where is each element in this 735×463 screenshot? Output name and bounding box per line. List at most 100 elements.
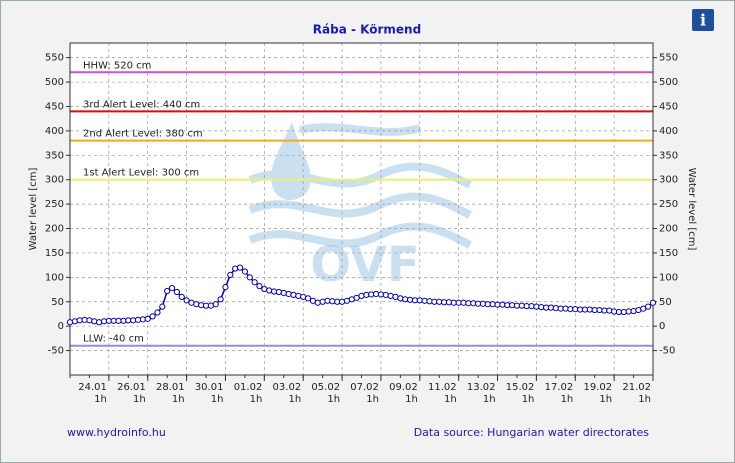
data-point <box>212 301 219 308</box>
data-point <box>290 291 297 299</box>
y-tick-label: 350 <box>45 150 64 161</box>
data-point <box>295 292 302 300</box>
y-tick-label: 50 <box>51 297 64 308</box>
plot-border <box>69 42 654 376</box>
data-point <box>397 295 404 302</box>
data-point <box>96 319 103 326</box>
x-tick-label: 24.01 <box>78 382 107 393</box>
x-tick-label: 1h <box>211 394 224 405</box>
data-point <box>304 295 312 302</box>
x-tick-label: 1h <box>172 394 185 405</box>
data-point <box>217 296 224 303</box>
y2-tick-label: 50 <box>659 297 672 308</box>
data-point <box>232 265 239 272</box>
data-point <box>183 297 190 304</box>
data-point <box>285 290 292 298</box>
footer-link[interactable]: www.hydroinfo.hu <box>67 426 166 439</box>
data-point <box>314 299 321 306</box>
footer-source: Data source: Hungarian water directorate… <box>414 426 650 439</box>
x-tick-label: 1h <box>327 394 340 405</box>
y-tick-label: 0 <box>58 321 64 332</box>
y-axis-label: Water level [cm] <box>28 168 39 251</box>
x-tick-label: 15.02 <box>506 382 535 393</box>
data-point <box>164 287 171 295</box>
data-point <box>173 288 180 296</box>
data-point <box>630 307 637 315</box>
x-tick-label: 1h <box>366 394 379 405</box>
y-tick-label: 500 <box>45 77 64 88</box>
x-tick-label: 1h <box>599 394 612 405</box>
x-tick-label: 07.02 <box>350 382 379 393</box>
x-tick-label: 01.02 <box>234 382 263 393</box>
x-tick-label: 1h <box>522 394 535 405</box>
y-tick-label: 250 <box>45 199 64 210</box>
data-point <box>236 264 244 271</box>
x-tick-label: 05.02 <box>311 382 340 393</box>
data-point <box>275 288 283 296</box>
x-tick-label: 1h <box>94 394 107 405</box>
x-tick-label: 1h <box>405 394 418 405</box>
y2-axis-label: Water level [cm] <box>686 168 697 251</box>
x-tick-label: 1h <box>250 394 263 405</box>
y2-tick-label: 0 <box>659 321 665 332</box>
reference-label: 1st Alert Level: 300 cm <box>83 168 199 179</box>
data-point <box>606 307 613 314</box>
y2-tick-label: 550 <box>659 53 678 64</box>
data-point <box>71 318 78 325</box>
data-point <box>91 318 98 325</box>
info-icon[interactable]: i <box>700 11 706 30</box>
data-point <box>645 303 652 310</box>
data-point <box>193 301 200 308</box>
y2-tick-label: 300 <box>659 175 678 186</box>
data-point <box>266 287 273 294</box>
data-point <box>149 313 156 320</box>
info-button[interactable] <box>692 9 714 31</box>
data-point <box>86 317 93 324</box>
data-point <box>649 299 657 306</box>
y2-tick-label: 350 <box>659 150 678 161</box>
data-point <box>144 315 151 322</box>
data-point <box>241 268 248 275</box>
y2-tick-label: 450 <box>659 101 678 112</box>
x-tick-label: 1h <box>483 394 496 405</box>
x-tick-label: 1h <box>444 394 457 405</box>
x-tick-label: 1h <box>561 394 574 405</box>
data-point <box>246 274 253 281</box>
x-tick-label: 1h <box>288 394 301 405</box>
y-tick-label: 200 <box>45 224 64 235</box>
data-point <box>319 298 326 305</box>
x-tick-label: 21.02 <box>622 382 651 393</box>
y-tick-label: 300 <box>45 175 64 186</box>
y-tick-label: 400 <box>45 126 64 137</box>
reference-label: HHW: 520 cm <box>83 60 151 71</box>
x-tick-label: 13.02 <box>467 382 496 393</box>
data-point <box>154 309 161 316</box>
x-tick-label: 11.02 <box>428 382 457 393</box>
x-tick-label: 17.02 <box>545 382 574 393</box>
data-point <box>280 289 287 297</box>
y2-tick-label: 150 <box>659 248 678 259</box>
y-tick-label: 550 <box>45 53 64 64</box>
reference-label: 3rd Alert Level: 440 cm <box>83 99 200 110</box>
y2-tick-label: 250 <box>659 199 678 210</box>
data-point <box>358 292 365 300</box>
watermark: OVF <box>310 237 419 293</box>
y-tick-label: 450 <box>45 101 64 112</box>
data-point <box>251 279 258 286</box>
x-tick-label: 28.01 <box>156 382 185 393</box>
x-tick-label: 30.01 <box>195 382 224 393</box>
y2-tick-label: 100 <box>659 272 678 283</box>
x-tick-label: 1h <box>638 394 651 405</box>
data-point <box>256 283 263 290</box>
data-point <box>168 284 176 292</box>
y-tick-label: -50 <box>48 346 64 357</box>
data-point <box>382 291 389 299</box>
data-point <box>159 303 166 310</box>
x-tick-label: 03.02 <box>273 382 302 393</box>
x-tick-label: 1h <box>133 394 146 405</box>
reference-label: LLW: -40 cm <box>83 334 144 345</box>
data-point <box>227 271 234 279</box>
y-tick-label: 150 <box>45 248 64 259</box>
y2-tick-label: -50 <box>659 346 675 357</box>
